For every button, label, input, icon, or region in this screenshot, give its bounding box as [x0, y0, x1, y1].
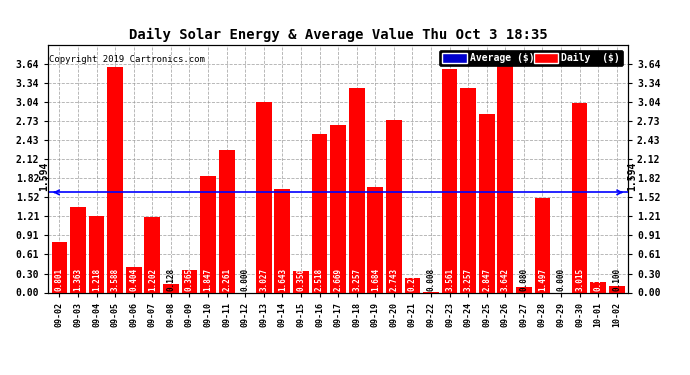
- Bar: [70, 207, 86, 292]
- Text: 3.027: 3.027: [259, 268, 268, 291]
- Text: 1.684: 1.684: [371, 268, 380, 291]
- Text: 3.642: 3.642: [501, 268, 510, 291]
- Bar: [331, 125, 346, 292]
- Bar: [312, 134, 328, 292]
- Bar: [590, 282, 606, 292]
- Bar: [256, 102, 272, 292]
- Text: 0.173: 0.173: [593, 268, 602, 291]
- Bar: [516, 288, 532, 292]
- Bar: [181, 270, 197, 292]
- Bar: [367, 187, 383, 292]
- Text: 1.218: 1.218: [92, 268, 101, 291]
- Legend: Average ($), Daily  ($): Average ($), Daily ($): [440, 50, 623, 66]
- Text: 1.847: 1.847: [204, 268, 213, 291]
- Text: 0.128: 0.128: [166, 268, 175, 291]
- Text: 1.643: 1.643: [278, 268, 287, 291]
- Text: 0.000: 0.000: [241, 268, 250, 291]
- Bar: [275, 189, 290, 292]
- Bar: [52, 242, 68, 292]
- Bar: [89, 216, 104, 292]
- Text: 2.518: 2.518: [315, 268, 324, 291]
- Text: 2.743: 2.743: [389, 268, 398, 291]
- Bar: [144, 217, 160, 292]
- Bar: [572, 103, 587, 292]
- Bar: [479, 114, 495, 292]
- Text: 0.008: 0.008: [426, 268, 435, 291]
- Text: 0.000: 0.000: [557, 268, 566, 291]
- Text: 2.261: 2.261: [222, 268, 231, 291]
- Text: 0.404: 0.404: [129, 268, 138, 291]
- Text: 3.257: 3.257: [464, 268, 473, 291]
- Bar: [497, 64, 513, 292]
- Text: 3.561: 3.561: [445, 268, 454, 291]
- Bar: [442, 69, 457, 292]
- Bar: [126, 267, 141, 292]
- Text: 3.588: 3.588: [110, 268, 119, 291]
- Text: 1.202: 1.202: [148, 268, 157, 291]
- Text: 0.350: 0.350: [297, 268, 306, 291]
- Text: 0.080: 0.080: [520, 268, 529, 291]
- Text: 1.594: 1.594: [39, 162, 49, 191]
- Bar: [219, 150, 235, 292]
- Bar: [460, 88, 476, 292]
- Text: 3.257: 3.257: [352, 268, 361, 291]
- Text: 3.015: 3.015: [575, 268, 584, 291]
- Text: 1.363: 1.363: [74, 268, 83, 291]
- Title: Daily Solar Energy & Average Value Thu Oct 3 18:35: Daily Solar Energy & Average Value Thu O…: [129, 28, 547, 42]
- Bar: [293, 270, 309, 292]
- Text: 0.365: 0.365: [185, 268, 194, 291]
- Bar: [107, 67, 123, 292]
- Text: Copyright 2019 Cartronics.com: Copyright 2019 Cartronics.com: [49, 55, 205, 64]
- Bar: [200, 177, 216, 292]
- Text: 2.669: 2.669: [333, 268, 343, 291]
- Bar: [386, 120, 402, 292]
- Text: 0.227: 0.227: [408, 268, 417, 291]
- Text: 0.801: 0.801: [55, 268, 64, 291]
- Text: 1.594: 1.594: [627, 162, 637, 191]
- Bar: [609, 286, 624, 292]
- Bar: [348, 88, 364, 292]
- Text: 0.100: 0.100: [612, 268, 621, 291]
- Bar: [404, 278, 420, 292]
- Bar: [535, 198, 551, 292]
- Text: 1.497: 1.497: [538, 268, 547, 291]
- Bar: [163, 285, 179, 292]
- Text: 2.847: 2.847: [482, 268, 491, 291]
